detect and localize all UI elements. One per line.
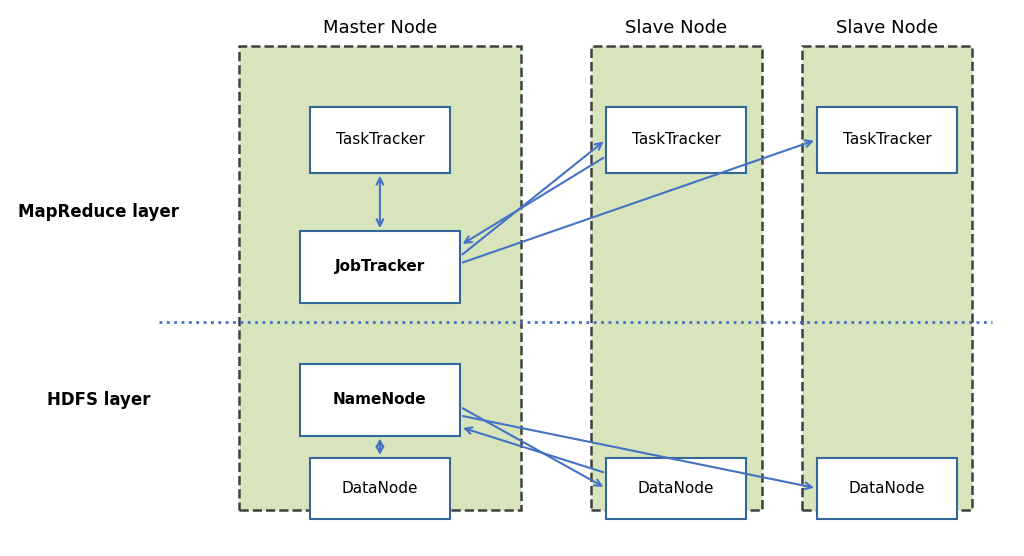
FancyBboxPatch shape [802,46,973,510]
FancyBboxPatch shape [309,107,451,173]
Text: TaskTracker: TaskTracker [336,132,424,147]
FancyBboxPatch shape [300,231,460,303]
FancyBboxPatch shape [817,107,957,173]
Text: DataNode: DataNode [849,481,926,496]
FancyBboxPatch shape [606,107,746,173]
Text: HDFS layer: HDFS layer [47,391,151,409]
FancyBboxPatch shape [309,458,451,519]
Text: NameNode: NameNode [333,392,427,407]
Text: TaskTracker: TaskTracker [632,132,721,147]
Text: Slave Node: Slave Node [625,19,727,37]
FancyBboxPatch shape [817,458,957,519]
Text: TaskTracker: TaskTracker [843,132,932,147]
FancyBboxPatch shape [591,46,762,510]
Text: Slave Node: Slave Node [836,19,938,37]
Text: MapReduce layer: MapReduce layer [18,202,179,221]
FancyBboxPatch shape [300,364,460,436]
Text: JobTracker: JobTracker [335,260,425,275]
Text: DataNode: DataNode [342,481,418,496]
Text: Master Node: Master Node [323,19,437,37]
Text: DataNode: DataNode [638,481,715,496]
FancyBboxPatch shape [240,46,520,510]
FancyBboxPatch shape [606,458,746,519]
